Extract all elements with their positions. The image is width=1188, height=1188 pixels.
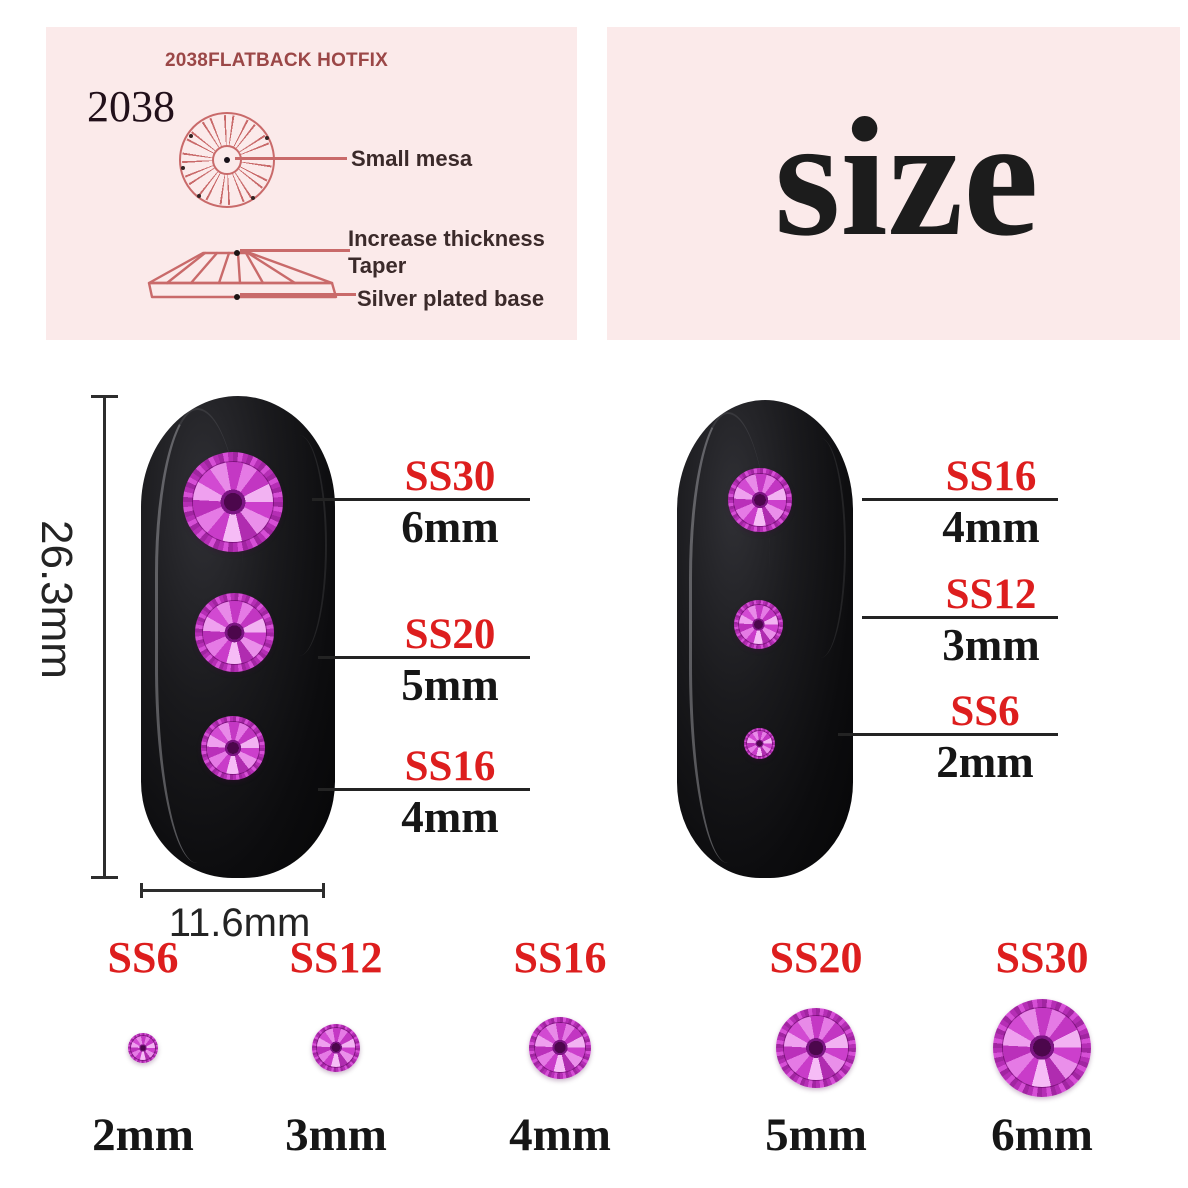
small-mesa-leader-line [235, 157, 347, 160]
size-panel: size [607, 27, 1180, 340]
size-chart-code: SS20 [769, 933, 863, 982]
dimension-cap [91, 876, 118, 879]
rhinestone-ss30 [183, 452, 283, 552]
rhinestone-ss12 [734, 600, 783, 649]
info-panel-title: 2038FLATBACK HOTFIX [165, 50, 389, 71]
size-chart-size: 4mm [509, 1108, 611, 1161]
size-chart-size: 3mm [285, 1108, 387, 1161]
rhinestone-ss20 [195, 593, 274, 672]
increase-thickness-label: Increase thickness [348, 226, 545, 251]
taper-label: Taper [348, 253, 407, 278]
size-chart-stone [776, 1007, 856, 1088]
callout-size: 2mm [936, 737, 1034, 787]
size-chart-stone [529, 1016, 591, 1079]
size-chart-code: SS12 [289, 933, 383, 982]
size-chart-size: 2mm [92, 1108, 194, 1161]
info-panel: 2038FLATBACK HOTFIX 2038 Small mesa [46, 27, 577, 340]
callout-line [838, 733, 1058, 736]
top-view-diagram [179, 112, 275, 208]
callout-line [862, 616, 1058, 619]
callout-size: 4mm [942, 502, 1040, 552]
callout-size: 5mm [401, 660, 499, 710]
size-chart-code: SS30 [995, 933, 1089, 982]
small-mesa-label: Small mesa [351, 146, 473, 171]
center-dot [224, 157, 230, 163]
callout-code: SS16 [945, 453, 1037, 500]
side-view-diagram [147, 250, 338, 300]
size-chart-code: SS16 [513, 933, 607, 982]
callout-line [862, 498, 1058, 501]
size-chart-stone [993, 998, 1091, 1097]
width-dimension-line [141, 889, 325, 892]
size-chart-column: SS20 5mm [706, 933, 926, 1161]
model-number: 2038 [87, 82, 175, 131]
thickness-leader-line [240, 249, 350, 252]
callout-code: SS6 [950, 688, 1020, 735]
callout-code: SS20 [404, 611, 496, 658]
callout-size: 6mm [401, 502, 499, 552]
callout-line [312, 498, 530, 501]
width-dimension-label: 11.6mm [168, 901, 311, 945]
size-chart-column: SS30 6mm [932, 933, 1152, 1161]
rhinestone-ss6 [744, 728, 775, 759]
dimension-cap [322, 883, 325, 898]
base-leader-line [240, 293, 356, 296]
silver-base-label: Silver plated base [357, 286, 545, 311]
callout-size: 4mm [401, 792, 499, 842]
size-chart-size: 6mm [991, 1108, 1093, 1161]
callout-size: 3mm [942, 620, 1040, 670]
callout-line [318, 656, 530, 659]
callout-code: SS16 [404, 743, 496, 790]
size-chart-size: 5mm [765, 1108, 867, 1161]
callout-code: SS12 [945, 571, 1037, 618]
callout-line [318, 788, 530, 791]
height-dimension-label: 26.3mm [32, 520, 81, 679]
size-chart-stone [312, 1023, 360, 1072]
size-chart-column: SS6 2mm [33, 933, 253, 1161]
size-chart-code: SS6 [107, 933, 179, 982]
size-chart-stone [128, 1032, 158, 1063]
rhinestone-ss16 [201, 716, 265, 780]
rhinestone-ss16 [728, 468, 792, 532]
callout-code: SS30 [404, 453, 496, 500]
size-chart-column: SS16 4mm [450, 933, 670, 1161]
height-dimension-line [103, 396, 106, 878]
size-chart-column: SS12 3mm [226, 933, 446, 1161]
size-title: size [774, 82, 1039, 271]
